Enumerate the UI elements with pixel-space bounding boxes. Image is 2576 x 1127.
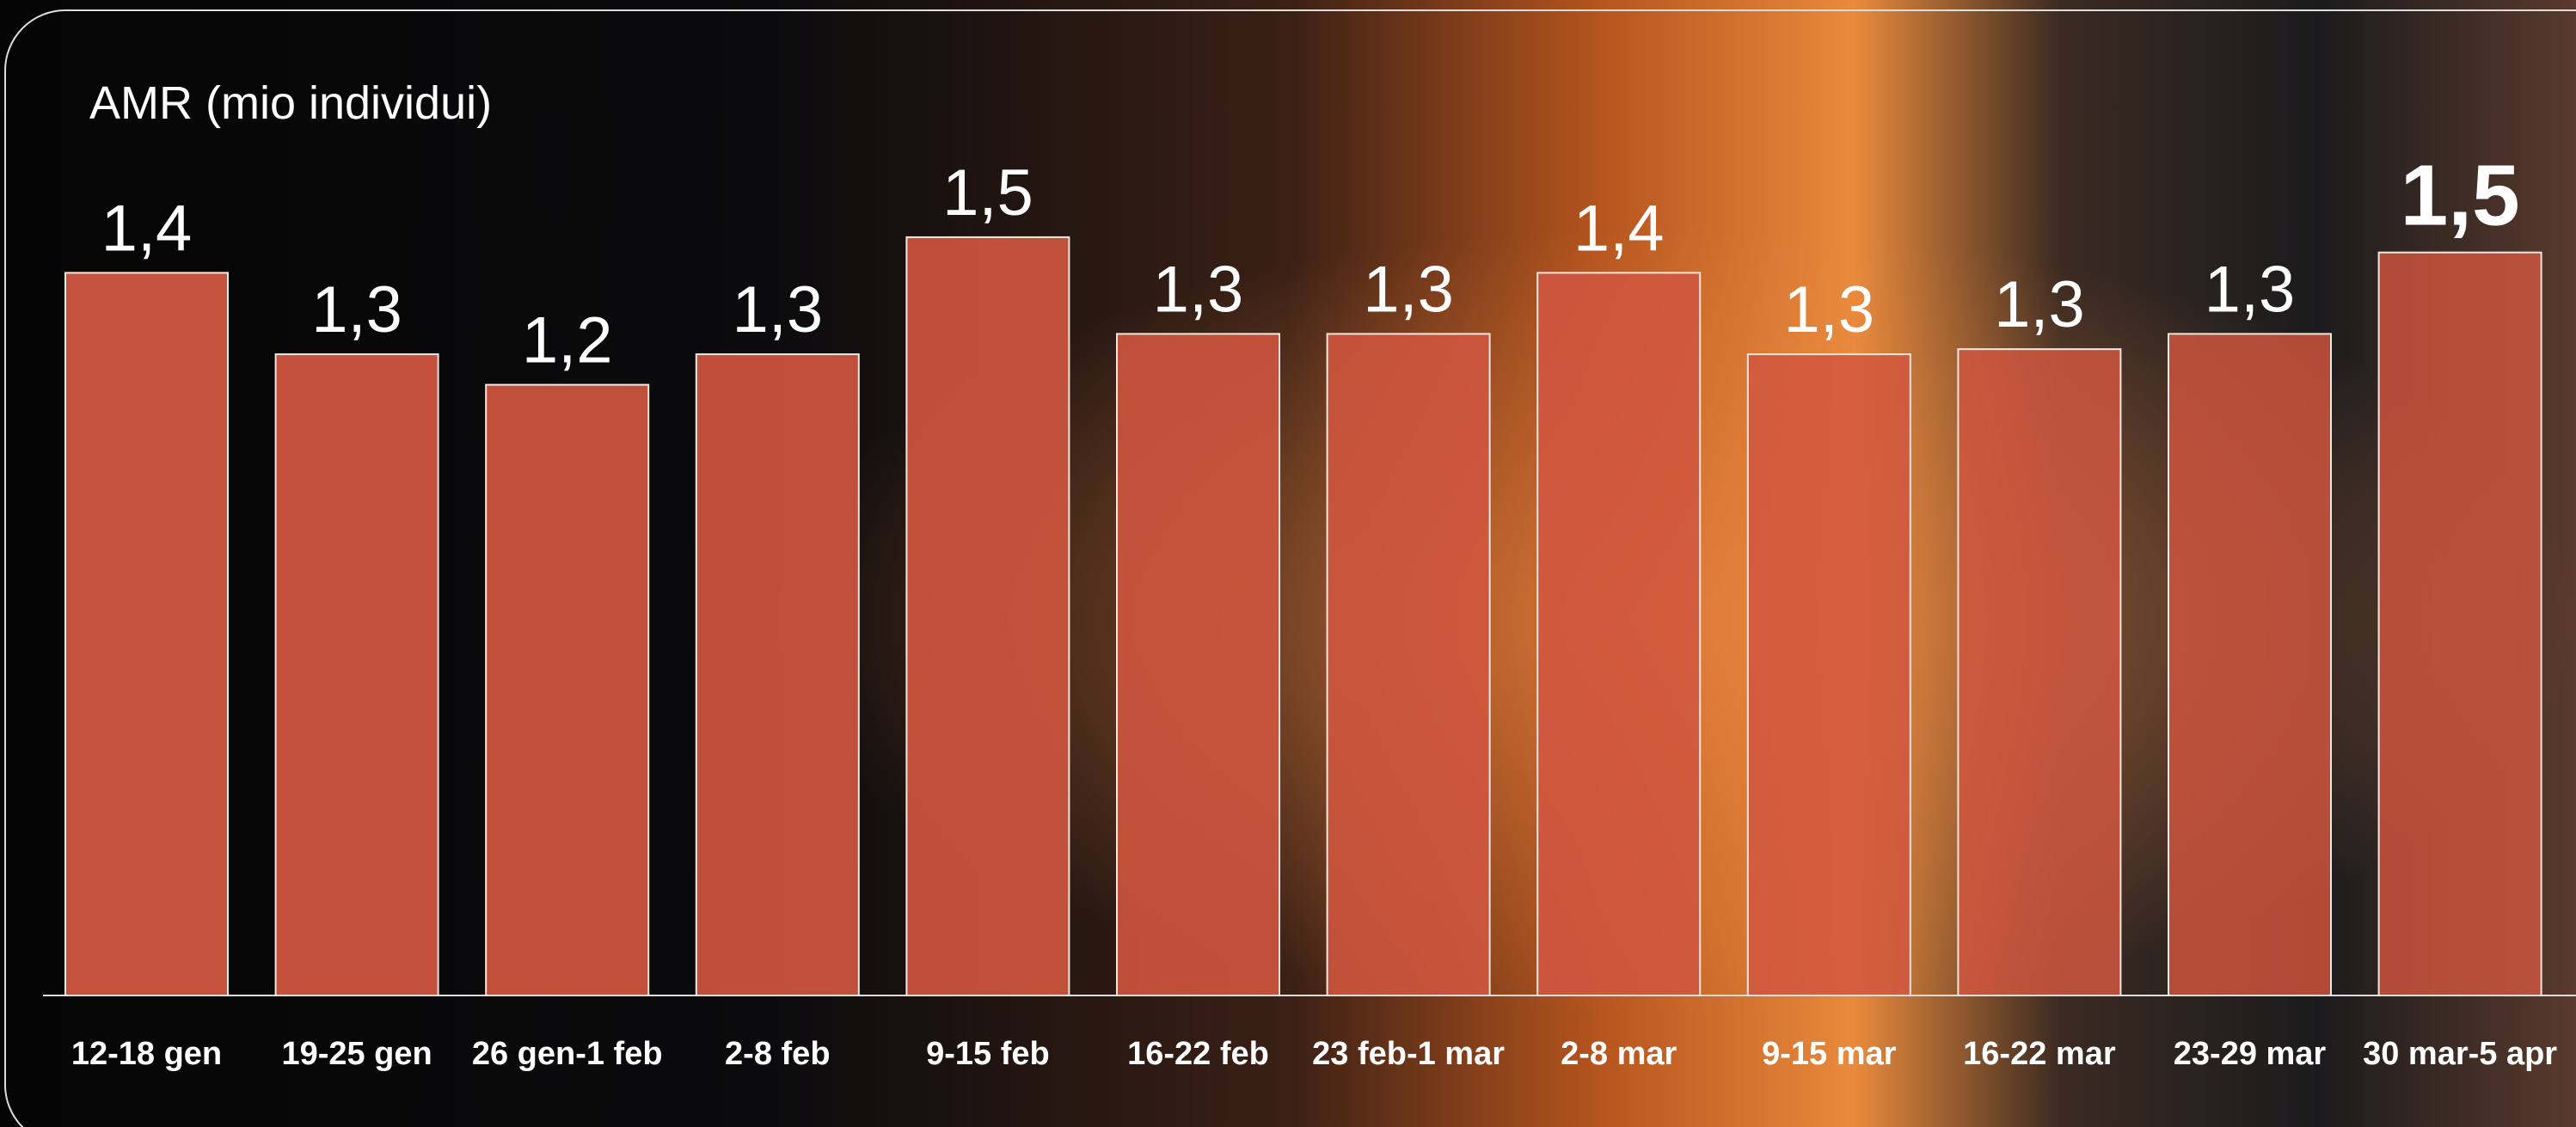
x-tick-label: 23-29 mar (2174, 1036, 2327, 1072)
value-label: 1,3 (2205, 253, 2296, 326)
bar (2168, 333, 2332, 996)
bar (485, 383, 650, 997)
bar (64, 272, 229, 996)
x-tick-label: 12-18 gen (71, 1036, 222, 1072)
bar (1536, 272, 1702, 996)
panel-border (4, 9, 2576, 1127)
x-tick-label: 2-8 feb (725, 1036, 830, 1072)
value-label: 1,5 (2401, 148, 2520, 244)
bar (1957, 348, 2122, 997)
value-label: 1,3 (1783, 273, 1874, 346)
bar (1746, 353, 1911, 996)
x-tick-label: 9-15 mar (1762, 1036, 1897, 1072)
x-tick-label: 9-15 feb (926, 1036, 1050, 1072)
x-tick-label: 2-8 mar (1561, 1036, 1677, 1072)
x-tick-label: 26 gen-1 feb (472, 1036, 663, 1072)
value-label: 1,4 (101, 192, 193, 265)
value-label: 1,4 (1573, 192, 1665, 265)
bar (1326, 333, 1491, 996)
bar (274, 353, 439, 996)
chart-title: AMR (mio individui) (89, 77, 492, 129)
x-tick-label: 23 feb-1 mar (1312, 1036, 1505, 1072)
bar (695, 353, 860, 996)
value-label: 1,3 (1994, 268, 2085, 341)
x-tick-label: 19-25 gen (281, 1036, 432, 1072)
x-tick-label: 30 mar-5 apr (2363, 1036, 2557, 1072)
value-label: 1,3 (732, 273, 823, 346)
plot: 1,4 12-18 gen 1,3 19-25 gen 1,2 26 gen-1 feb 1… (64, 148, 2557, 1072)
x-tick-label: 16-22 mar (1963, 1036, 2116, 1072)
value-label: 1,3 (1363, 253, 1454, 326)
value-label: 1,2 (522, 304, 613, 377)
value-label: 1,5 (942, 156, 1033, 230)
value-label: 1,3 (311, 273, 402, 346)
bar (2377, 251, 2542, 996)
value-label: 1,3 (1153, 253, 1244, 326)
bar (905, 236, 1070, 997)
x-tick-label: 16-22 feb (1127, 1036, 1269, 1072)
bar (1116, 333, 1280, 996)
